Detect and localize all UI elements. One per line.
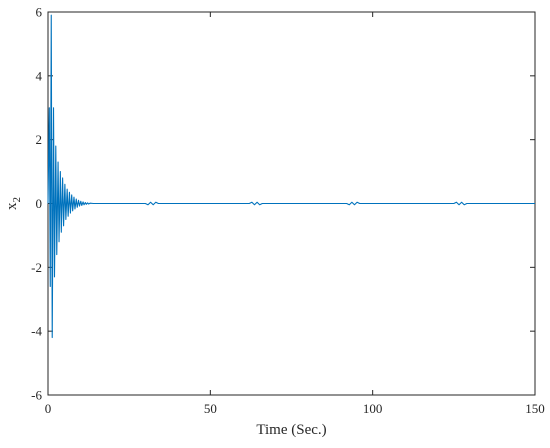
y-tick-label: 4 <box>36 68 43 83</box>
y-tick-label: -2 <box>31 260 42 275</box>
x-tick-label: 150 <box>525 401 545 416</box>
series-line-x2 <box>47 14 535 339</box>
x-axis-label: Time (Sec.) <box>256 422 326 438</box>
y-tick-label: -6 <box>31 388 42 403</box>
x-tick-labels: 0 50 100 150 <box>45 401 545 416</box>
y-tick-label: 2 <box>36 132 43 147</box>
y-axis-label-main: x <box>4 202 20 210</box>
x-tick-label: 0 <box>45 401 52 416</box>
y-tick-labels: -6 -4 -2 0 2 4 6 <box>31 5 42 403</box>
x-tick-label: 50 <box>204 401 217 416</box>
y-axis-label: x2 <box>4 197 23 210</box>
x-tick-label: 100 <box>363 401 383 416</box>
y-tick-label: -4 <box>31 324 42 339</box>
y-axis-label-subscript: 2 <box>11 197 23 203</box>
y-tick-label: 0 <box>36 196 43 211</box>
y-tick-label: 6 <box>36 5 43 20</box>
